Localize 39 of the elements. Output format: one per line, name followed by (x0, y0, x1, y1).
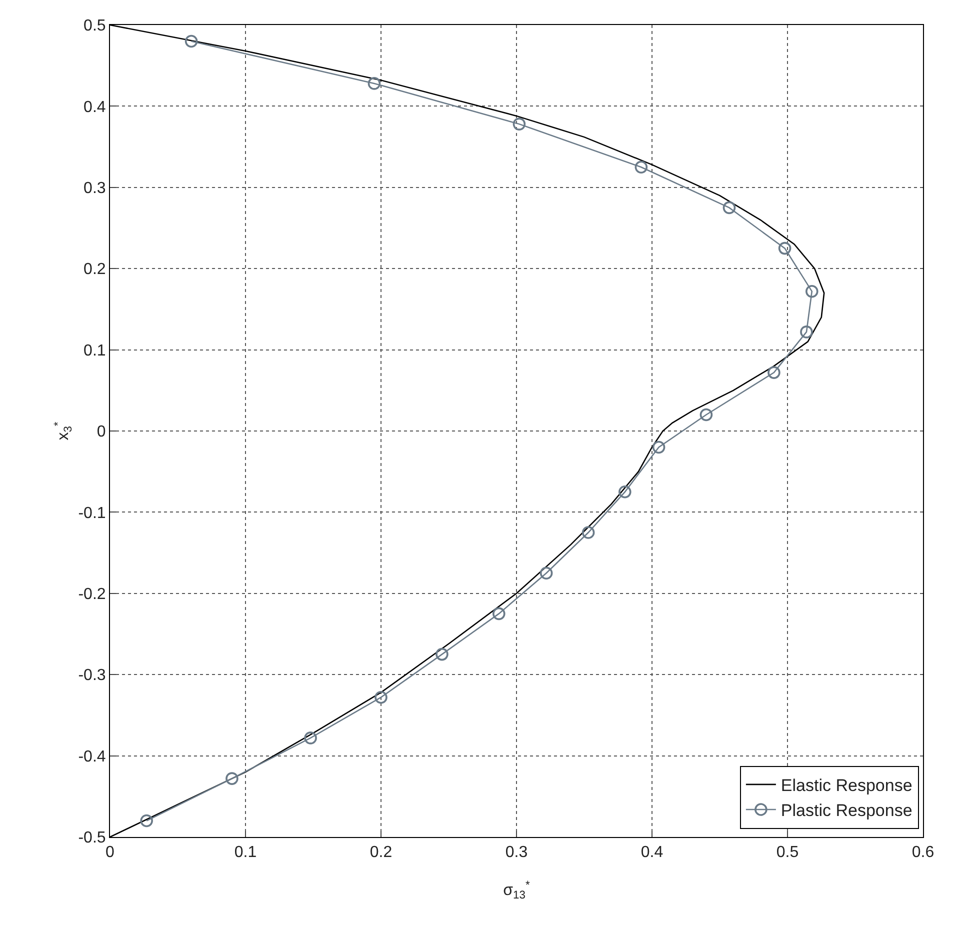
x-tick-label: 0.1 (234, 844, 257, 862)
x-tick-label: 0.5 (776, 844, 799, 862)
x-tick-label: 0.6 (912, 844, 934, 862)
y-tick-label: 0.1 (84, 342, 106, 360)
y-tick-label: 0.4 (84, 98, 106, 116)
point (512, 118, 526, 130)
point (582, 526, 595, 539)
point (184, 34, 198, 48)
y-tick-label: -0.2 (78, 586, 106, 603)
point (492, 607, 506, 620)
point (618, 486, 632, 498)
x-tick-label: 0.2 (370, 844, 392, 862)
point (540, 566, 553, 580)
point (368, 77, 381, 90)
point (226, 772, 238, 785)
y-tick-label: -0.5 (78, 830, 106, 847)
y-tick-label: -0.4 (78, 748, 106, 766)
point (722, 201, 736, 214)
point (374, 690, 388, 704)
point (800, 326, 813, 338)
y-tick-label: -0.3 (78, 667, 106, 684)
x-tick-label: 0.4 (640, 844, 664, 862)
y-tick-label: 0 (96, 424, 106, 441)
point (805, 284, 818, 298)
point (140, 814, 153, 828)
point (768, 366, 780, 379)
point (778, 242, 792, 255)
point (436, 648, 448, 661)
y-tick-label: 0.3 (84, 180, 106, 197)
y-tick-label: 0.5 (84, 18, 106, 35)
point (652, 440, 666, 454)
legend-label: Plastic Response (780, 801, 912, 820)
point (304, 732, 317, 744)
point (700, 408, 713, 422)
x-tick-label: 0.3 (505, 844, 528, 862)
legend-label: Elastic Response (780, 776, 912, 796)
point (634, 160, 648, 174)
y-tick-label: 0.2 (84, 261, 106, 278)
y-tick-label: -0.1 (78, 504, 106, 522)
